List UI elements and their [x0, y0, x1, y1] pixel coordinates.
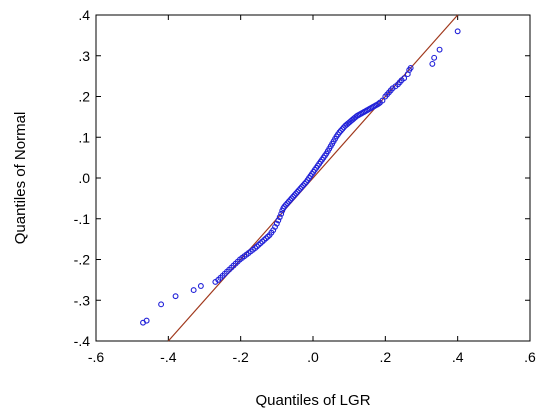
x-tick-label: .4: [452, 349, 464, 365]
y-tick-label: -.1: [74, 211, 91, 227]
data-point: [284, 200, 291, 207]
data-points-layer: [140, 28, 461, 326]
data-point: [158, 301, 165, 308]
data-point: [291, 192, 298, 199]
x-axis-ticks: [95, 15, 531, 341]
data-point: [407, 65, 414, 71]
y-axis-title: Quantiles of Normal: [12, 112, 29, 245]
data-point: [276, 214, 283, 221]
y-tick-label: .0: [78, 170, 90, 186]
data-point: [436, 46, 443, 53]
data-point: [301, 180, 308, 187]
data-point: [337, 127, 344, 134]
data-point: [190, 287, 197, 294]
y-tick-label: .4: [78, 7, 90, 23]
x-tick-label: .0: [307, 349, 319, 365]
data-point: [273, 220, 280, 227]
y-tick-label: .2: [78, 89, 90, 105]
data-point: [339, 126, 346, 133]
data-point: [197, 283, 204, 289]
data-point: [287, 197, 294, 203]
data-point: [282, 201, 289, 208]
data-point: [375, 100, 382, 107]
data-point: [298, 184, 305, 190]
data-point: [297, 185, 304, 192]
x-axis-tick-labels: -.6 -.4 -.2 .0 .2 .4 .6: [88, 349, 536, 365]
x-axis-title: Quantiles of LGR: [255, 392, 370, 409]
data-point: [454, 28, 461, 35]
data-point: [275, 217, 282, 224]
data-point: [295, 187, 302, 194]
x-tick-label: -.6: [88, 349, 105, 365]
data-point: [172, 293, 179, 300]
data-point: [278, 210, 285, 217]
data-point: [294, 188, 301, 195]
data-point: [336, 129, 343, 136]
x-tick-label: -.2: [232, 349, 249, 365]
data-point: [431, 54, 438, 61]
y-tick-label: .1: [78, 129, 90, 145]
x-tick-label: -.4: [160, 349, 177, 365]
data-point: [143, 317, 150, 324]
x-tick-label: .6: [524, 349, 536, 365]
data-point: [300, 182, 307, 189]
y-axis-tick-labels: -.4 -.3 -.2 -.1 .0 .1 .2 .3 .4: [74, 7, 91, 349]
reference-line: [167, 14, 459, 342]
data-point: [281, 203, 288, 210]
y-axis-ticks: [96, 14, 530, 342]
y-tick-label: -.2: [74, 252, 91, 268]
y-tick-label: .3: [78, 48, 90, 64]
data-point: [290, 193, 297, 200]
reference-line-layer: [167, 14, 459, 342]
data-point: [285, 198, 292, 205]
y-tick-label: -.3: [74, 292, 91, 308]
data-point: [293, 190, 299, 197]
data-point: [379, 97, 386, 104]
data-point: [429, 60, 436, 67]
data-point: [288, 195, 295, 202]
y-tick-label: -.4: [74, 333, 91, 349]
x-tick-label: .2: [379, 349, 391, 365]
data-point: [401, 75, 408, 82]
